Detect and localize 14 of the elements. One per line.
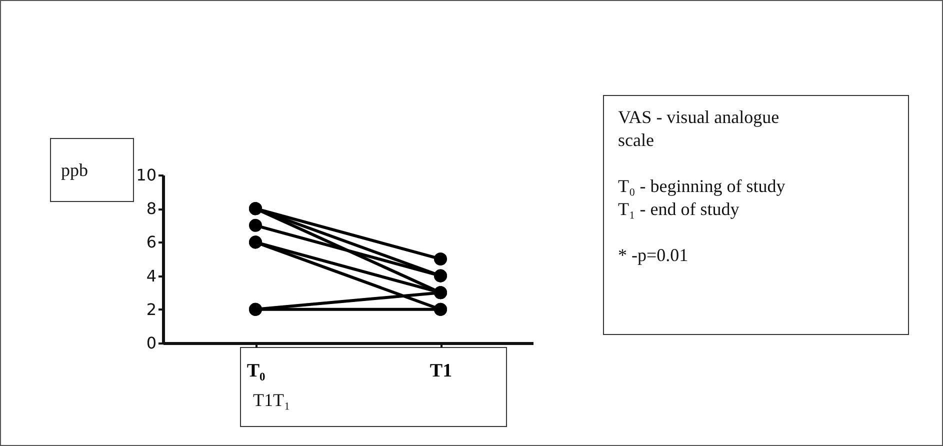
x-tick-label: T1 [430,360,452,382]
y-tick-label: 10 [136,166,156,184]
y-tick-label: 6 [146,232,156,252]
text: VAS - visual analogue scale [618,106,780,152]
x-tick-label: T₀ [246,360,266,382]
text: T₁ - end of study [618,198,740,222]
text: T₀ - beginning of study [618,174,786,198]
text: * -p=0.01 [618,244,690,267]
y-tick-label: 4 [146,266,156,286]
y-tick-label: 0 [146,334,156,352]
y-tick-label: 8 [146,199,156,218]
y-tick-label: 2 [146,300,156,319]
text: T1T₁ [253,390,290,411]
y-axis-title: ppb [50,138,134,202]
